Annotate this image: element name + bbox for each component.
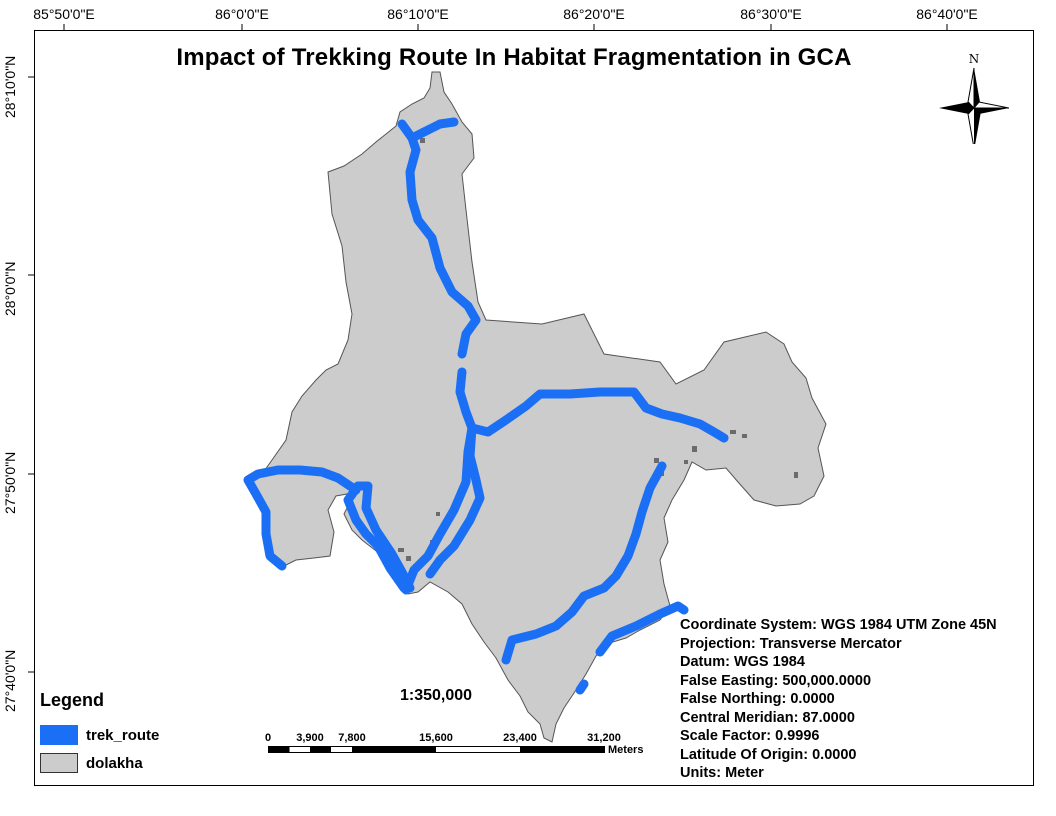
scale-label: 0 xyxy=(264,732,272,744)
legend-label: dolakha xyxy=(86,754,143,772)
dolakha-swatch xyxy=(40,753,78,773)
map-title: Impact of Trekking Route In Habitat Frag… xyxy=(176,44,852,71)
scale-label: 23,400 xyxy=(503,732,537,744)
scale-label: 31,200 xyxy=(587,732,621,744)
info-line: Central Meridian: 87.0000 xyxy=(680,709,855,726)
scale-units: Meters xyxy=(608,744,644,756)
info-line: Projection: Transverse Mercator xyxy=(680,635,902,652)
scale-bar-graphic xyxy=(268,746,605,753)
info-line: Datum: WGS 1984 xyxy=(680,654,805,670)
longitude-tick: 86°30'0"E xyxy=(740,6,802,22)
longitude-tick: 86°20'0"E xyxy=(563,6,625,22)
legend-item-trek-route: trek_route xyxy=(40,725,159,745)
trek-route-swatch xyxy=(40,725,78,745)
scale-label: 15,600 xyxy=(419,732,453,744)
info-line: Units: Meter xyxy=(680,765,764,781)
legend-title: Legend xyxy=(40,690,105,710)
info-line: Latitude Of Origin: 0.0000 xyxy=(680,746,857,763)
scale-ratio: 1:350,000 xyxy=(400,687,473,704)
compass-icon xyxy=(939,67,1009,144)
north-label: N xyxy=(968,52,980,66)
legend-label: trek_route xyxy=(86,726,160,744)
longitude-tick: 86°0'0"E xyxy=(215,6,269,22)
longitude-tick: 86°10'0"E xyxy=(387,6,449,22)
trek-route-lines xyxy=(243,117,729,695)
graticule-ticks xyxy=(28,24,948,673)
info-line: False Easting: 500,000.0000 xyxy=(680,672,872,689)
legend-item-dolakha: dolakha xyxy=(40,753,159,773)
info-line: False Northing: 0.0000 xyxy=(680,691,835,707)
legend: Legend trek_route dolakha xyxy=(40,690,159,781)
scale-label: 7,800 xyxy=(338,732,366,744)
info-line: Scale Factor: 0.9996 xyxy=(680,728,820,744)
info-line: Coordinate System: WGS 1984 UTM Zone 45N xyxy=(680,617,997,633)
projection-info: Coordinate System: WGS 1984 UTM Zone 45N… xyxy=(680,616,997,783)
dolakha-polygon xyxy=(245,71,827,743)
scale-label: 3,900 xyxy=(296,732,324,744)
longitude-tick: 86°40'0"E xyxy=(916,6,978,22)
longitude-tick: 85°50'0"E xyxy=(33,6,95,22)
